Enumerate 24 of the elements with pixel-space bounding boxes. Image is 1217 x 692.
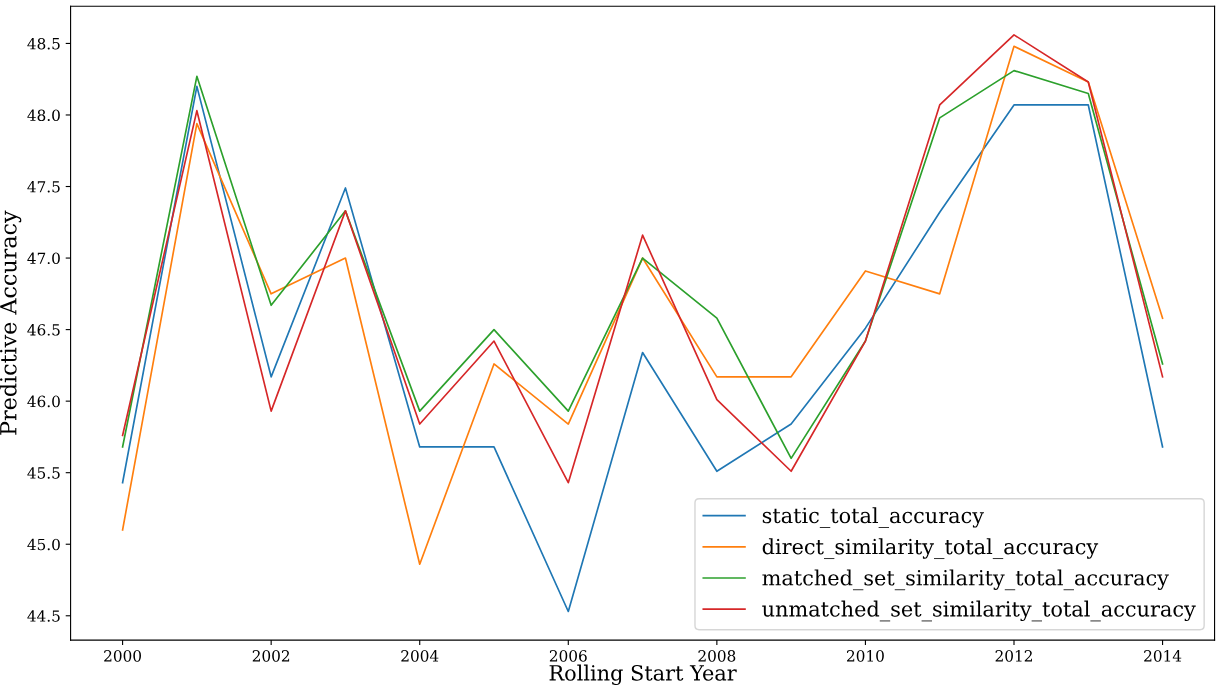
x-tick-label: 2010 bbox=[847, 650, 884, 662]
legend-label: matched_set_similarity_total_accuracy bbox=[762, 569, 1169, 591]
x-axis-title: Rolling Start Year bbox=[549, 664, 737, 686]
y-axis-title: Predictive Accuracy bbox=[0, 210, 22, 435]
y-tick-label: 47.5 bbox=[27, 180, 60, 193]
x-tick-label: 2006 bbox=[549, 650, 587, 662]
y-tick-label: 45.5 bbox=[27, 467, 60, 479]
legend-label: unmatched_set_similarity_total_accuracy bbox=[762, 600, 1196, 622]
y-tick-label: 45.0 bbox=[27, 538, 60, 551]
y-tick-label: 46.5 bbox=[27, 324, 60, 336]
y-tick-label: 46.0 bbox=[27, 395, 60, 408]
line-series bbox=[121, 45, 1164, 566]
y-tick-label: 48.0 bbox=[27, 109, 60, 121]
legend-label: direct_similarity_total_accuracy bbox=[762, 538, 1099, 560]
x-tick-label: 2012 bbox=[995, 650, 1032, 662]
x-tick-label: 2002 bbox=[252, 650, 290, 662]
x-tick-label: 2000 bbox=[104, 650, 142, 662]
y-tick-label: 48.5 bbox=[27, 37, 60, 50]
x-tick-label: 2008 bbox=[698, 650, 736, 662]
y-tick-label: 44.5 bbox=[27, 610, 60, 622]
x-tick-label: 2004 bbox=[401, 650, 439, 662]
x-tick-label: 2014 bbox=[1144, 650, 1182, 662]
y-tick-label: 47.0 bbox=[27, 252, 60, 265]
legend-label: static_total_accuracy bbox=[762, 507, 984, 528]
